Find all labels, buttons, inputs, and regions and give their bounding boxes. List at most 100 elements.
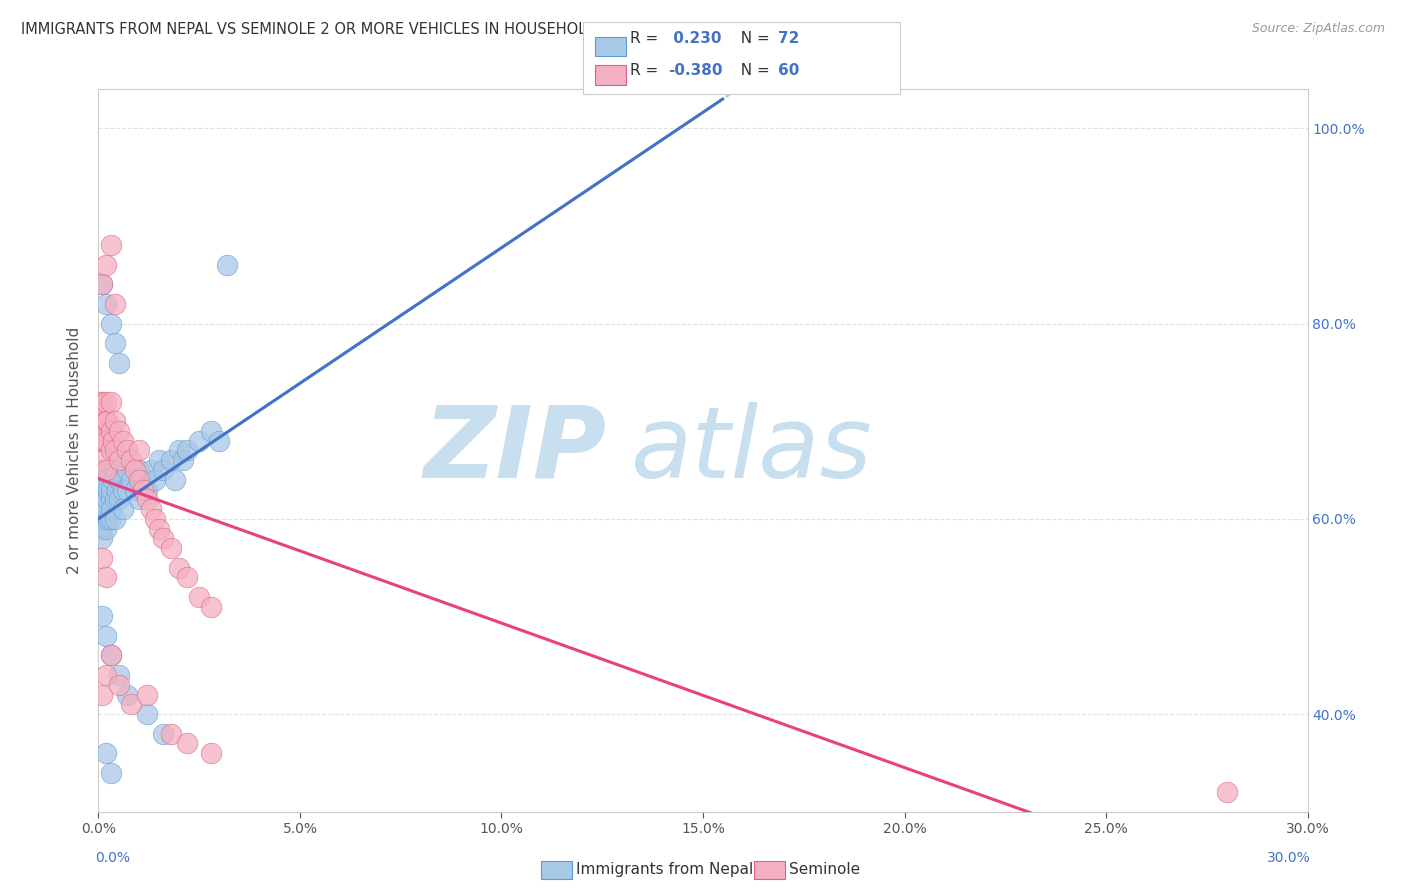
Point bbox=[124, 483, 146, 497]
Point bbox=[132, 473, 155, 487]
Point bbox=[100, 394, 122, 409]
Text: -0.380: -0.380 bbox=[668, 62, 723, 78]
Point bbox=[107, 492, 129, 507]
Point bbox=[93, 404, 115, 418]
Point bbox=[91, 394, 114, 409]
Point bbox=[91, 492, 114, 507]
Point bbox=[100, 317, 122, 331]
Point bbox=[217, 258, 239, 272]
Text: 30.0%: 30.0% bbox=[1267, 851, 1310, 865]
Point bbox=[103, 443, 125, 458]
Point bbox=[96, 258, 118, 272]
Point bbox=[139, 463, 162, 477]
Point bbox=[100, 502, 122, 516]
Text: R =: R = bbox=[630, 31, 664, 46]
Point bbox=[208, 434, 231, 448]
Point bbox=[96, 394, 118, 409]
Point bbox=[105, 483, 128, 497]
Point bbox=[135, 492, 157, 507]
Point bbox=[163, 473, 186, 487]
Point bbox=[111, 502, 134, 516]
Point bbox=[94, 424, 117, 438]
Point bbox=[107, 473, 129, 487]
Point bbox=[100, 238, 122, 252]
Text: N =: N = bbox=[731, 31, 775, 46]
Point bbox=[107, 678, 129, 692]
Point bbox=[152, 463, 174, 477]
Point bbox=[91, 453, 114, 467]
Point bbox=[167, 443, 190, 458]
Point bbox=[94, 502, 117, 516]
Point bbox=[135, 483, 157, 497]
Point bbox=[143, 512, 166, 526]
Point bbox=[93, 434, 115, 448]
Point bbox=[128, 443, 150, 458]
Point bbox=[120, 473, 142, 487]
Point bbox=[90, 434, 112, 448]
Point bbox=[90, 414, 112, 428]
Point bbox=[96, 434, 118, 448]
Text: R =: R = bbox=[630, 62, 664, 78]
Text: Source: ZipAtlas.com: Source: ZipAtlas.com bbox=[1251, 22, 1385, 36]
Point bbox=[111, 434, 134, 448]
Point bbox=[115, 688, 138, 702]
Text: atlas: atlas bbox=[630, 402, 872, 499]
Text: Immigrants from Nepal: Immigrants from Nepal bbox=[576, 863, 754, 877]
Point bbox=[96, 746, 118, 760]
Point bbox=[139, 502, 162, 516]
Point bbox=[91, 609, 114, 624]
Point bbox=[200, 746, 222, 760]
Text: N =: N = bbox=[731, 62, 775, 78]
Point bbox=[100, 483, 122, 497]
Point bbox=[176, 570, 198, 584]
Point bbox=[96, 629, 118, 643]
Point bbox=[89, 414, 111, 428]
Point bbox=[93, 473, 115, 487]
Text: 0.0%: 0.0% bbox=[96, 851, 131, 865]
Point bbox=[96, 570, 118, 584]
Point bbox=[172, 453, 194, 467]
Point bbox=[148, 453, 170, 467]
Point bbox=[91, 688, 114, 702]
Point bbox=[90, 522, 112, 536]
Point bbox=[100, 492, 122, 507]
Point bbox=[188, 590, 211, 604]
Point bbox=[100, 424, 122, 438]
Point bbox=[152, 532, 174, 546]
Point bbox=[96, 502, 118, 516]
Point bbox=[89, 512, 111, 526]
Point bbox=[96, 414, 118, 428]
Point bbox=[96, 668, 118, 682]
Point bbox=[101, 434, 124, 448]
Point bbox=[103, 414, 125, 428]
Point bbox=[100, 765, 122, 780]
Point bbox=[128, 463, 150, 477]
Point bbox=[90, 394, 112, 409]
Point bbox=[100, 512, 122, 526]
Point bbox=[107, 668, 129, 682]
Point bbox=[176, 736, 198, 750]
Point bbox=[89, 434, 111, 448]
Point bbox=[89, 502, 111, 516]
Text: 0.230: 0.230 bbox=[668, 31, 721, 46]
Point bbox=[96, 492, 118, 507]
Point bbox=[91, 532, 114, 546]
Point bbox=[135, 688, 157, 702]
Point bbox=[107, 453, 129, 467]
Point bbox=[143, 473, 166, 487]
Point bbox=[89, 424, 111, 438]
Point bbox=[103, 512, 125, 526]
Point bbox=[128, 473, 150, 487]
Text: 60: 60 bbox=[778, 62, 799, 78]
Point bbox=[103, 463, 125, 477]
Point bbox=[89, 404, 111, 418]
Point bbox=[91, 277, 114, 292]
Point bbox=[91, 483, 114, 497]
Point bbox=[97, 512, 120, 526]
Point bbox=[152, 726, 174, 740]
Point bbox=[91, 550, 114, 565]
Text: ZIP: ZIP bbox=[423, 402, 606, 499]
Point bbox=[115, 483, 138, 497]
Point bbox=[96, 473, 118, 487]
Point bbox=[103, 492, 125, 507]
